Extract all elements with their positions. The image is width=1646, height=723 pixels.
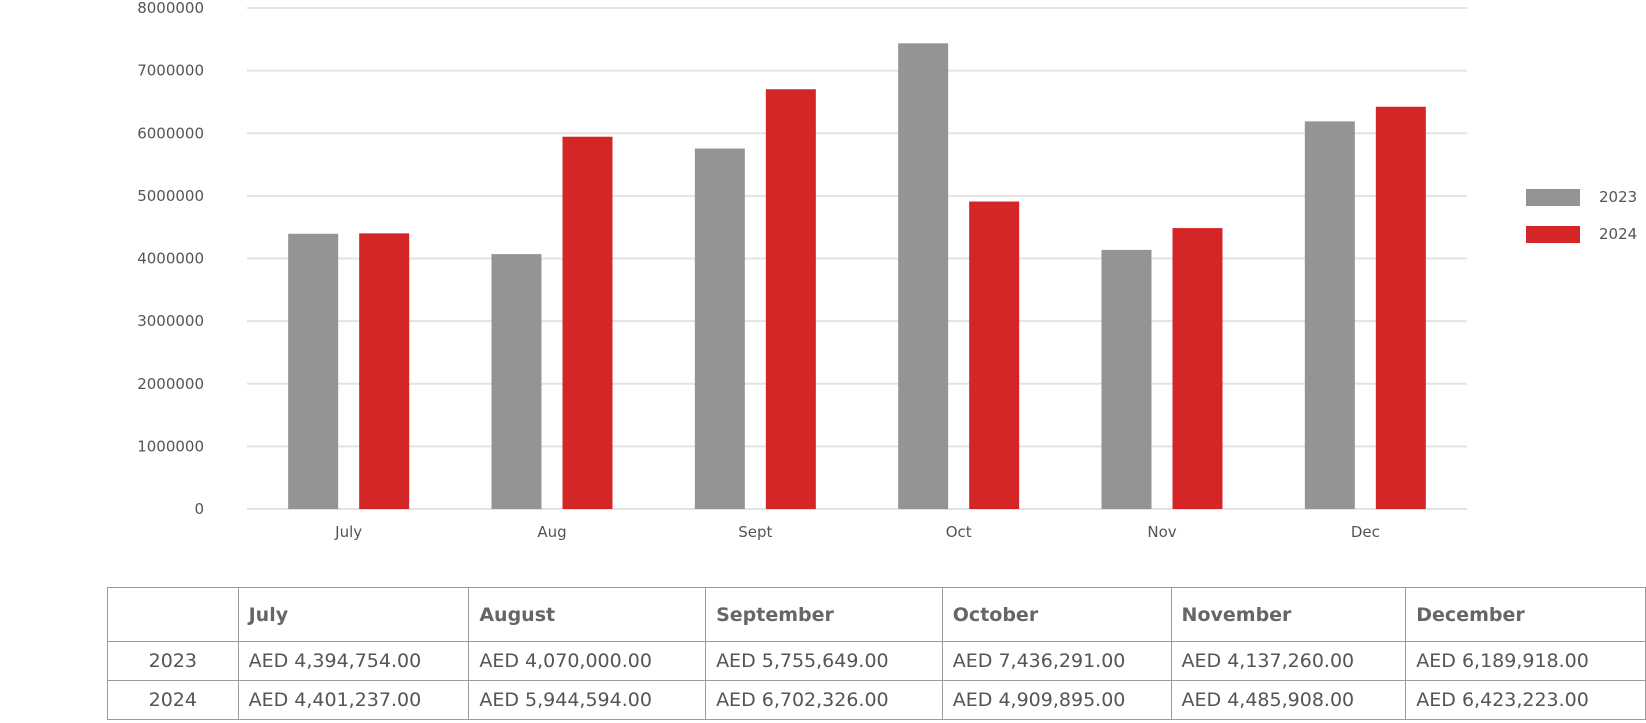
y-axis-tick-labels: 0 1000000 2000000 3000000 4000000 5000000 6000… — [137, 0, 204, 518]
x-tick-label: Aug — [537, 523, 566, 541]
table-cell: AED 4,137,260.00 — [1170, 641, 1407, 681]
table-cell: AED 6,702,326.00 — [705, 680, 943, 720]
bar-2023-sept — [694, 148, 745, 509]
x-axis-tick-labels: July Aug Sept Oct Nov Dec — [334, 523, 1380, 541]
x-tick-label: Sept — [738, 523, 772, 541]
table-cell: AED 4,485,908.00 — [1170, 680, 1407, 720]
legend-swatch-2024 — [1526, 225, 1580, 243]
y-tick-label: 2000000 — [137, 375, 204, 393]
table-cell: AED 7,436,291.00 — [941, 641, 1172, 681]
table-cell: AED 5,944,594.00 — [468, 680, 707, 720]
legend-label-2023: 2023 — [1599, 188, 1638, 206]
table-cell: AED 4,909,895.00 — [941, 680, 1172, 720]
bar-2023-dec — [1304, 121, 1355, 509]
y-tick-label: 8000000 — [137, 0, 204, 17]
table-row: 2024 AED 4,401,237.00 AED 5,944,594.00 A… — [107, 680, 1646, 720]
table-header-october: October — [941, 587, 1172, 642]
table-cell: AED 6,189,918.00 — [1405, 641, 1646, 681]
y-tick-label: 1000000 — [137, 437, 204, 455]
table-row: 2023 AED 4,394,754.00 AED 4,070,000.00 A… — [107, 641, 1646, 681]
bar-chart: 0 1000000 2000000 3000000 4000000 5000000 6000… — [137, 0, 1467, 541]
y-tick-label: 4000000 — [137, 250, 204, 268]
table-row-year: 2024 — [107, 680, 239, 720]
table-cell: AED 6,423,223.00 — [1405, 680, 1646, 720]
table-header-blank — [107, 587, 239, 642]
table-header-november: November — [1170, 587, 1407, 642]
chart-bars — [288, 43, 1426, 510]
y-tick-label: 0 — [194, 500, 204, 518]
y-tick-label: 6000000 — [137, 124, 204, 142]
bar-2023-july — [288, 233, 339, 509]
x-tick-label: Oct — [946, 523, 972, 541]
bar-2024-nov — [1172, 228, 1223, 509]
bar-2023-nov — [1101, 249, 1152, 509]
bar-2024-aug — [562, 136, 613, 510]
legend-item-2024: 2024 — [1526, 221, 1637, 247]
legend-swatch-2023 — [1526, 188, 1580, 206]
y-tick-label: 3000000 — [137, 312, 204, 330]
bar-2024-july — [359, 233, 410, 509]
table-header-august: August — [468, 587, 707, 642]
table-header-december: December — [1405, 587, 1646, 642]
y-tick-label: 5000000 — [137, 187, 204, 205]
table-cell: AED 4,401,237.00 — [237, 680, 470, 720]
chart-grid — [247, 7, 1467, 510]
table-header-july: July — [237, 587, 470, 642]
bar-2024-dec — [1375, 106, 1426, 509]
bar-2024-oct — [969, 201, 1020, 509]
bar-2023-oct — [898, 43, 949, 509]
x-tick-label: July — [334, 523, 362, 541]
table-cell: AED 5,755,649.00 — [705, 641, 943, 681]
table-header-row: July August September October November D… — [107, 587, 1646, 642]
data-table: July August September October November D… — [107, 587, 1646, 720]
chart-legend: 2023 2024 — [1526, 184, 1637, 258]
x-tick-label: Dec — [1351, 523, 1380, 541]
y-tick-label: 7000000 — [137, 62, 204, 80]
legend-item-2023: 2023 — [1526, 184, 1637, 210]
table-row-year: 2023 — [107, 641, 239, 681]
bar-2024-sept — [765, 89, 816, 509]
table-cell: AED 4,394,754.00 — [237, 641, 470, 681]
x-tick-label: Nov — [1147, 523, 1176, 541]
bar-2023-aug — [491, 254, 542, 509]
legend-label-2024: 2024 — [1599, 225, 1638, 243]
table-cell: AED 4,070,000.00 — [468, 641, 707, 681]
table-header-september: September — [705, 587, 943, 642]
